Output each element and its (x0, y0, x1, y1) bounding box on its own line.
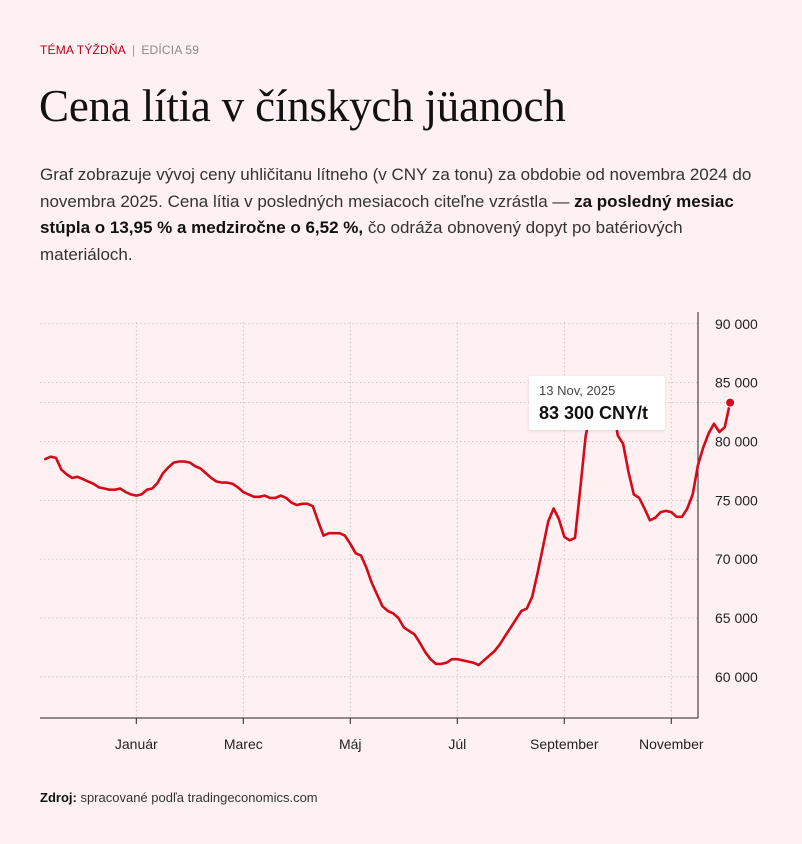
y-tick-label: 65 000 (715, 610, 758, 626)
x-tick-label: Marec (224, 736, 263, 752)
y-tick-label: 90 000 (715, 316, 758, 332)
x-tick-label: Máj (339, 736, 362, 752)
page-title: Cena lítia v čínskych jüanoch (39, 81, 566, 131)
kicker-separator: | (132, 43, 136, 57)
x-tick-label: Júl (448, 736, 466, 752)
source-text: spracované podľa tradingeconomics.com (76, 790, 318, 805)
y-tick-label: 80 000 (715, 433, 758, 449)
axes (40, 312, 699, 724)
lede-paragraph: Graf zobrazuje vývoj ceny uhličitanu lít… (40, 162, 770, 268)
y-tick-label: 85 000 (715, 375, 758, 391)
edition-label: EDÍCIA 59 (141, 43, 200, 57)
price-chart: 60 000 65 000 70 000 75 000 80 000 85 000 90 0… (40, 312, 758, 752)
x-tick-label: September (530, 736, 599, 752)
value-tooltip: 13 Nov, 2025 83 300 CNY/t (529, 376, 665, 430)
latest-point-marker (725, 397, 736, 408)
source-note: Zdroj: spracované podľa tradingeconomics… (40, 790, 318, 805)
y-tick-label: 75 000 (715, 492, 758, 508)
lede-text-before: Graf zobrazuje vývoj ceny uhličitanu lít… (40, 165, 752, 211)
source-label: Zdroj: (40, 790, 77, 805)
topic-label: TÉMA TÝŽDŇA (40, 43, 126, 57)
tooltip-date: 13 Nov, 2025 (539, 383, 616, 398)
x-tick-label: November (639, 736, 704, 752)
kicker: TÉMA TÝŽDŇA | EDÍCIA 59 (40, 43, 199, 57)
y-tick-label: 70 000 (715, 551, 758, 567)
y-tick-label: 60 000 (715, 669, 758, 685)
lede-text-after: čo odráža obnovený dopyt po batériových … (40, 218, 683, 264)
tooltip-value: 83 300 CNY/t (539, 403, 649, 423)
tick-labels: 60 000 65 000 70 000 75 000 80 000 85 000 90 0… (115, 316, 758, 752)
lede-highlight: za posledný mesiac stúpla o 13,95 % a me… (40, 191, 734, 238)
x-tick-label: Január (115, 736, 158, 752)
